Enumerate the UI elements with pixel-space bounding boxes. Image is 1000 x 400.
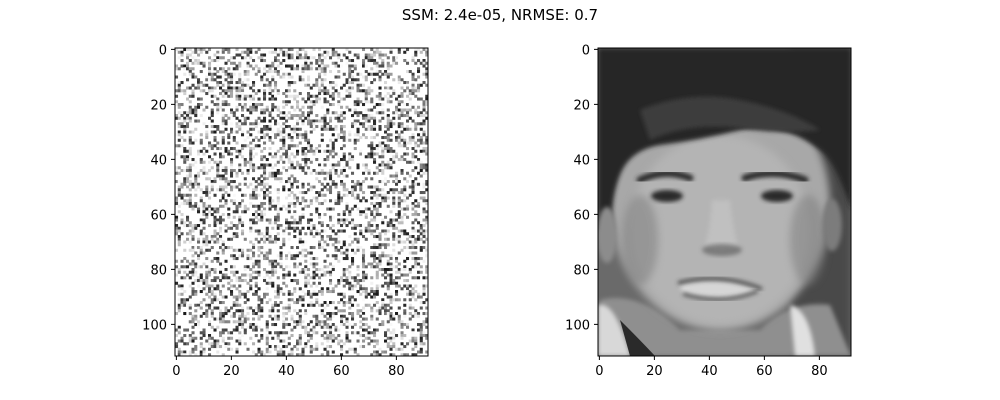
y-tick-label: 40 — [573, 153, 590, 168]
x-tick-label: 60 — [756, 364, 773, 379]
y-tick-label: 0 — [159, 43, 167, 58]
face-image-axes: 0 20 40 60 80 0 20 40 60 80 100 — [565, 43, 827, 379]
x-tick-label: 40 — [278, 364, 295, 379]
y-tick-label: 60 — [150, 208, 167, 223]
y-tick-label: 60 — [573, 208, 590, 223]
noise-image-frame — [174, 47, 429, 357]
x-tick-label: 40 — [701, 364, 718, 379]
y-tick-label: 0 — [582, 43, 590, 58]
y-tick-label: 80 — [573, 263, 590, 278]
face-image — [598, 48, 851, 356]
y-tick-label: 20 — [150, 98, 167, 113]
face-image-panel: 0 20 40 60 80 0 20 40 60 80 100 — [565, 43, 852, 379]
y-tick-label: 100 — [142, 318, 167, 333]
x-tick-label: 0 — [595, 364, 603, 379]
x-tick-label: 20 — [223, 364, 240, 379]
face-image-frame — [597, 47, 852, 357]
noise-image-panel: 0 20 40 60 80 0 20 40 60 80 100 — [142, 43, 429, 379]
noise-image — [175, 48, 428, 356]
figure-title: SSM: 2.4e-05, NRMSE: 0.7 — [402, 6, 598, 24]
y-tick-label: 20 — [573, 98, 590, 113]
noise-image-axes: 0 20 40 60 80 0 20 40 60 80 100 — [142, 43, 404, 379]
y-tick-label: 100 — [565, 318, 590, 333]
y-tick-label: 80 — [150, 263, 167, 278]
x-tick-label: 0 — [172, 364, 180, 379]
x-tick-label: 80 — [811, 364, 828, 379]
x-tick-label: 80 — [388, 364, 405, 379]
x-tick-label: 20 — [646, 364, 663, 379]
y-tick-label: 40 — [150, 153, 167, 168]
x-tick-label: 60 — [333, 364, 350, 379]
